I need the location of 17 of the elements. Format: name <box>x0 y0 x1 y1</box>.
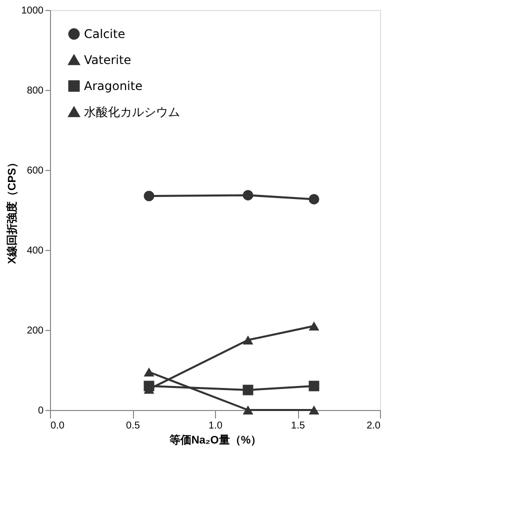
y-tick-label: 400 <box>26 246 44 256</box>
x-tick-label: 0.5 <box>126 420 140 432</box>
x-tick-label: 0.0 <box>50 420 65 432</box>
legend-label: Calcite <box>84 27 126 41</box>
x-tick-label: 1.0 <box>208 420 223 432</box>
y-tick-label: 200 <box>26 326 44 336</box>
x-tick-label: 1.5 <box>291 420 306 432</box>
x-tick-label: 2.0 <box>366 420 381 432</box>
legend-label: Vaterite <box>84 53 132 67</box>
x-axis-title: 等価Na₂O量（%） <box>168 434 262 446</box>
y-tick-label: 800 <box>26 86 44 96</box>
y-tick-label: 600 <box>26 166 44 176</box>
legend-label: 水酸化カルシウム <box>84 105 180 119</box>
y-tick-label: 1000 <box>21 6 44 16</box>
y-axis-title: X線回折強度（CPS） <box>5 157 18 264</box>
legend-label: Aragonite <box>84 79 142 93</box>
y-tick-label: 0 <box>38 406 44 416</box>
